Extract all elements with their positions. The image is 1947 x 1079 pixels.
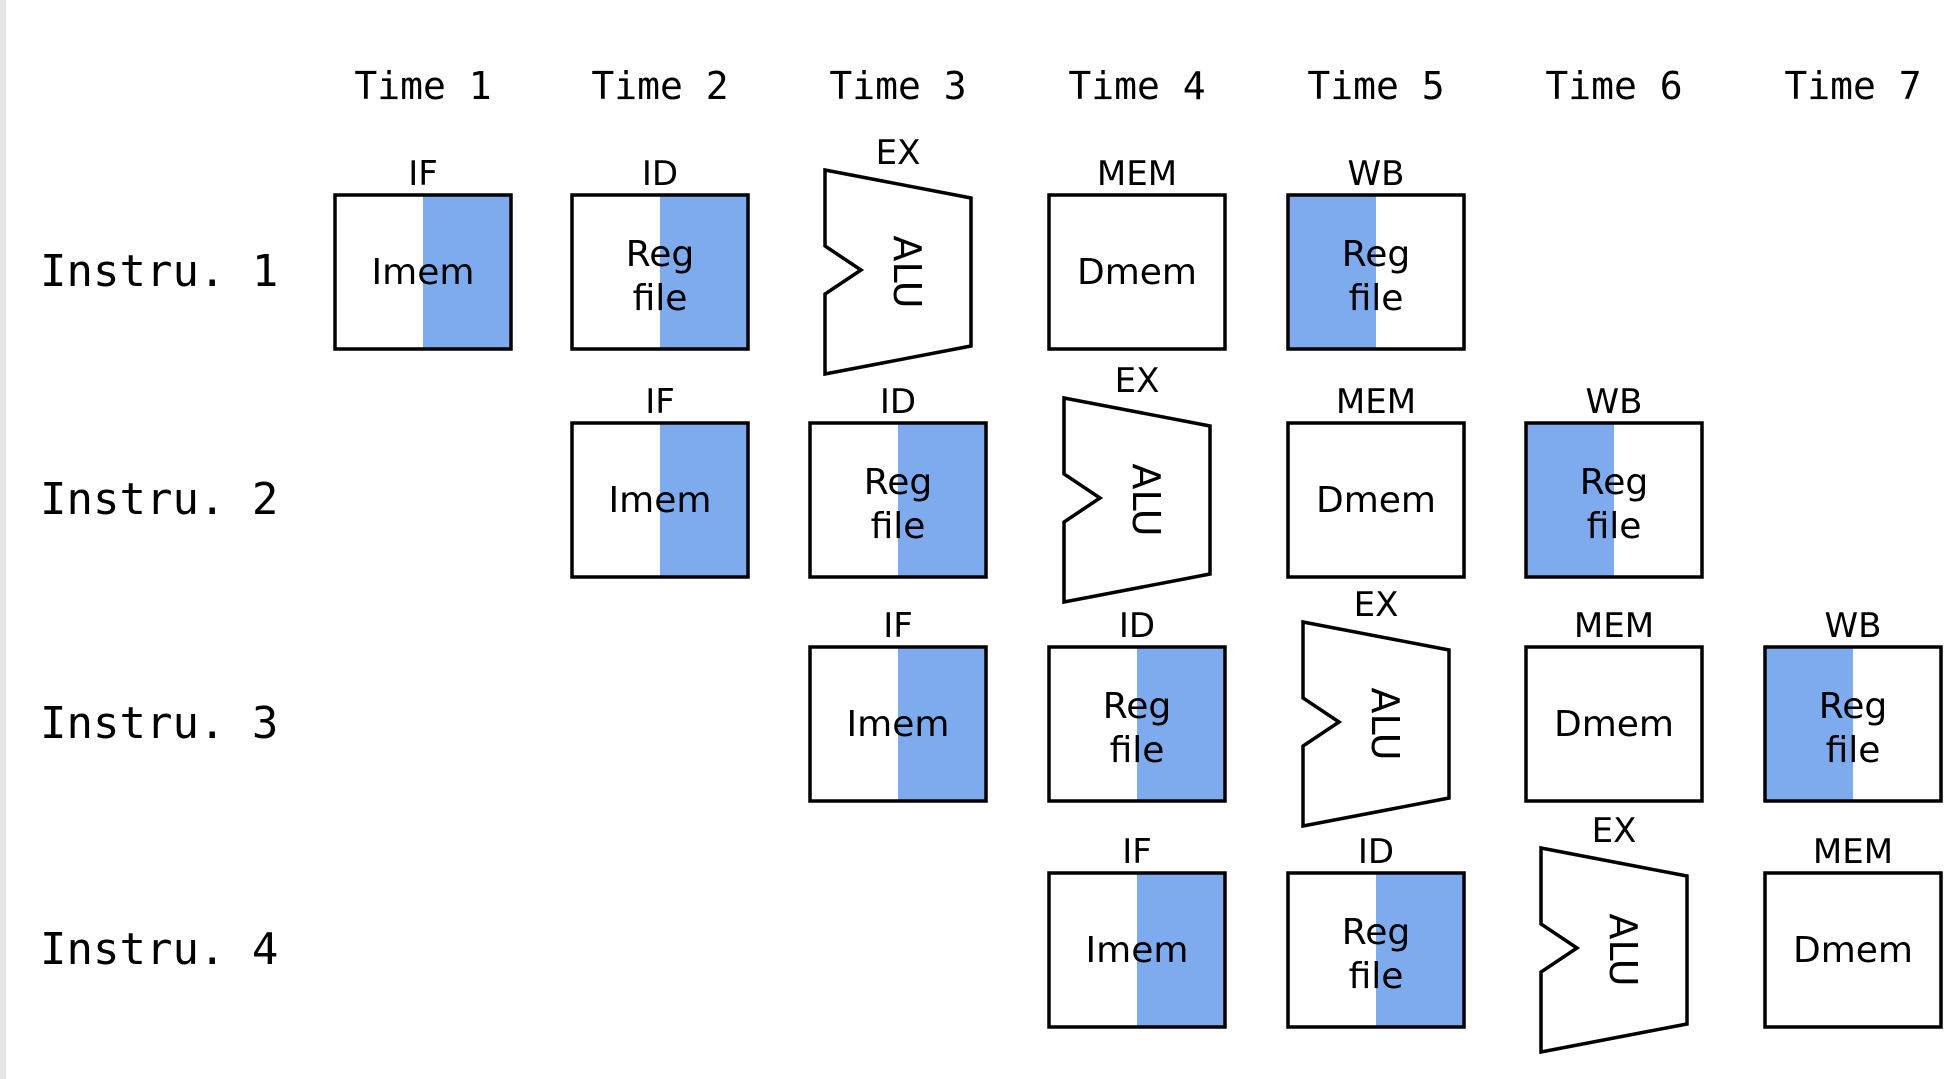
instruction-label-1: Instru. 1 (40, 246, 278, 297)
regfile-text-line2: file (1826, 730, 1881, 771)
stage-label-ex: EX (876, 133, 921, 173)
time-header-4: Time 4 (1068, 64, 1205, 108)
regfile-text-line2: file (871, 506, 926, 547)
dmem-box-3-4 (1524, 645, 1704, 803)
regfile-box-2-5 (1524, 421, 1704, 579)
regfile-text-line2: file (1587, 506, 1642, 547)
time-header-6: Time 6 (1545, 64, 1682, 108)
alu-shape-2-3 (1062, 395, 1212, 605)
regfile-text-line2: file (1110, 730, 1165, 771)
alu-shape-3-3 (1301, 619, 1451, 829)
regfile-text-line1: Reg (1342, 912, 1410, 953)
regfile-text-line2: file (1349, 278, 1404, 319)
regfile-text-line1: Reg (626, 234, 694, 275)
dmem-box-2-4 (1286, 421, 1466, 579)
time-header-7: Time 7 (1784, 64, 1921, 108)
dmem-box-1-4 (1047, 193, 1227, 351)
stage-label-id: ID (1119, 606, 1155, 646)
regfile-box-1-5-highlight (1288, 195, 1376, 349)
regfile-box-3-5 (1763, 645, 1943, 803)
regfile-text-line1: Reg (1580, 462, 1648, 503)
alu-shape-4-3 (1539, 845, 1689, 1055)
regfile-box-2-2-highlight (898, 423, 986, 577)
stage-label-wb: WB (1825, 606, 1882, 646)
alu-text: ALU (885, 235, 929, 308)
dmem-box-4-4 (1763, 871, 1943, 1029)
time-header-5: Time 5 (1307, 64, 1444, 108)
regfile-text-line1: Reg (1103, 686, 1171, 727)
dmem-text: Dmem (1316, 480, 1436, 521)
time-header-2: Time 2 (591, 64, 728, 108)
stage-label-mem: MEM (1574, 606, 1654, 646)
imem-box-1-1-highlight (423, 195, 511, 349)
stage-label-mem: MEM (1097, 154, 1177, 194)
time-header-3: Time 3 (829, 64, 966, 108)
regfile-text-line2: file (1349, 956, 1404, 997)
regfile-box-2-5-highlight (1526, 423, 1614, 577)
regfile-box-1-5 (1286, 193, 1466, 351)
regfile-box-4-2-highlight (1376, 873, 1464, 1027)
imem-text: Imem (609, 480, 712, 521)
alu-text: ALU (1601, 913, 1645, 986)
stage-label-id: ID (642, 154, 678, 194)
instruction-label-3: Instru. 3 (40, 698, 278, 749)
imem-box-3-1-highlight (898, 647, 986, 801)
imem-box-1-1 (333, 193, 513, 351)
regfile-text-line1: Reg (1342, 234, 1410, 275)
stage-label-wb: WB (1348, 154, 1405, 194)
left-edge-strip (0, 0, 6, 1079)
regfile-box-1-2 (570, 193, 750, 351)
imem-box-4-1-highlight (1137, 873, 1225, 1027)
regfile-text-line1: Reg (1819, 686, 1887, 727)
regfile-text-line2: file (633, 278, 688, 319)
alu-text: ALU (1124, 463, 1168, 536)
stage-label-ex: EX (1115, 361, 1160, 401)
regfile-box-3-2 (1047, 645, 1227, 803)
stage-label-id: ID (880, 382, 916, 422)
alu-shape-1-3 (823, 167, 973, 377)
instruction-label-4: Instru. 4 (40, 924, 278, 975)
imem-text: Imem (372, 252, 475, 293)
stage-label-wb: WB (1586, 382, 1643, 422)
stage-label-if: IF (883, 606, 913, 646)
regfile-box-3-5-highlight (1765, 647, 1853, 801)
imem-box-2-1 (570, 421, 750, 579)
stage-label-if: IF (1122, 832, 1152, 872)
imem-box-4-1 (1047, 871, 1227, 1029)
imem-text: Imem (847, 704, 950, 745)
stage-label-mem: MEM (1336, 382, 1416, 422)
regfile-text-line1: Reg (864, 462, 932, 503)
dmem-text: Dmem (1077, 252, 1197, 293)
dmem-text: Dmem (1793, 930, 1913, 971)
regfile-box-2-2 (808, 421, 988, 579)
alu-text: ALU (1363, 687, 1407, 760)
imem-box-2-1-highlight (660, 423, 748, 577)
stage-label-id: ID (1358, 832, 1394, 872)
regfile-box-4-2 (1286, 871, 1466, 1029)
stage-label-if: IF (408, 154, 438, 194)
time-header-1: Time 1 (354, 64, 491, 108)
stage-label-mem: MEM (1813, 832, 1893, 872)
regfile-box-3-2-highlight (1137, 647, 1225, 801)
stage-label-if: IF (645, 382, 675, 422)
stage-label-ex: EX (1354, 585, 1399, 625)
dmem-text: Dmem (1554, 704, 1674, 745)
instruction-label-2: Instru. 2 (40, 474, 278, 525)
regfile-box-1-2-highlight (660, 195, 748, 349)
imem-box-3-1 (808, 645, 988, 803)
stage-label-ex: EX (1592, 811, 1637, 851)
imem-text: Imem (1086, 930, 1189, 971)
